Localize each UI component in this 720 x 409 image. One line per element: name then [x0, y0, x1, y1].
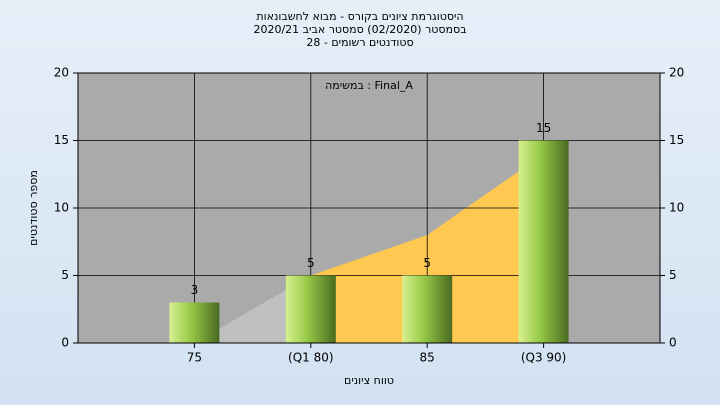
bar: [518, 140, 569, 343]
y2-tick-label: 5: [669, 268, 677, 282]
data-label: 15: [536, 121, 551, 135]
x-tick-label: 85: [420, 351, 435, 365]
x-tick-label: (Q1 80): [288, 351, 334, 365]
x-tick-label: (Q3 90): [521, 351, 567, 365]
area: [194, 275, 311, 343]
y-tick-label: 15: [54, 133, 69, 147]
y2-tick-label: 15: [669, 133, 684, 147]
data-label: 3: [191, 283, 199, 297]
y-tick-label: 10: [54, 201, 69, 215]
x-axis-label: טווח ציונים: [344, 374, 394, 387]
bar: [169, 302, 220, 343]
y-tick-label: 0: [61, 336, 69, 350]
y-tick-label: 20: [54, 66, 69, 80]
plot: 0 5 10 15 20 0 5 10 15 20 75 (Q1 80) 85 (Q3 90) 3 5 5 15: [54, 66, 685, 365]
plot-border: [77, 72, 661, 344]
y2-tick-label: 10: [669, 201, 684, 215]
chart-title: היסטוגרמת ציונים בקורס - מבוא לחשבונאות: [256, 10, 463, 23]
y-axis-label: מספר סטודנטים: [27, 170, 40, 246]
chart-subtitle: סטודנטים רשומים - 28: [306, 36, 413, 49]
bar: [285, 275, 336, 343]
data-label: 5: [423, 256, 431, 270]
x-tick-label: 75: [187, 351, 202, 365]
y-tick-label: 5: [61, 268, 69, 282]
annotation: במשימה : Final_A: [325, 79, 413, 92]
chart-subtitle: בסמסטר (02/2020) סמסטר אביב 2020/21: [253, 23, 466, 36]
y2-tick-label: 20: [669, 66, 684, 80]
data-label: 5: [307, 256, 315, 270]
y2-tick-label: 0: [669, 336, 677, 350]
bar: [402, 275, 453, 343]
